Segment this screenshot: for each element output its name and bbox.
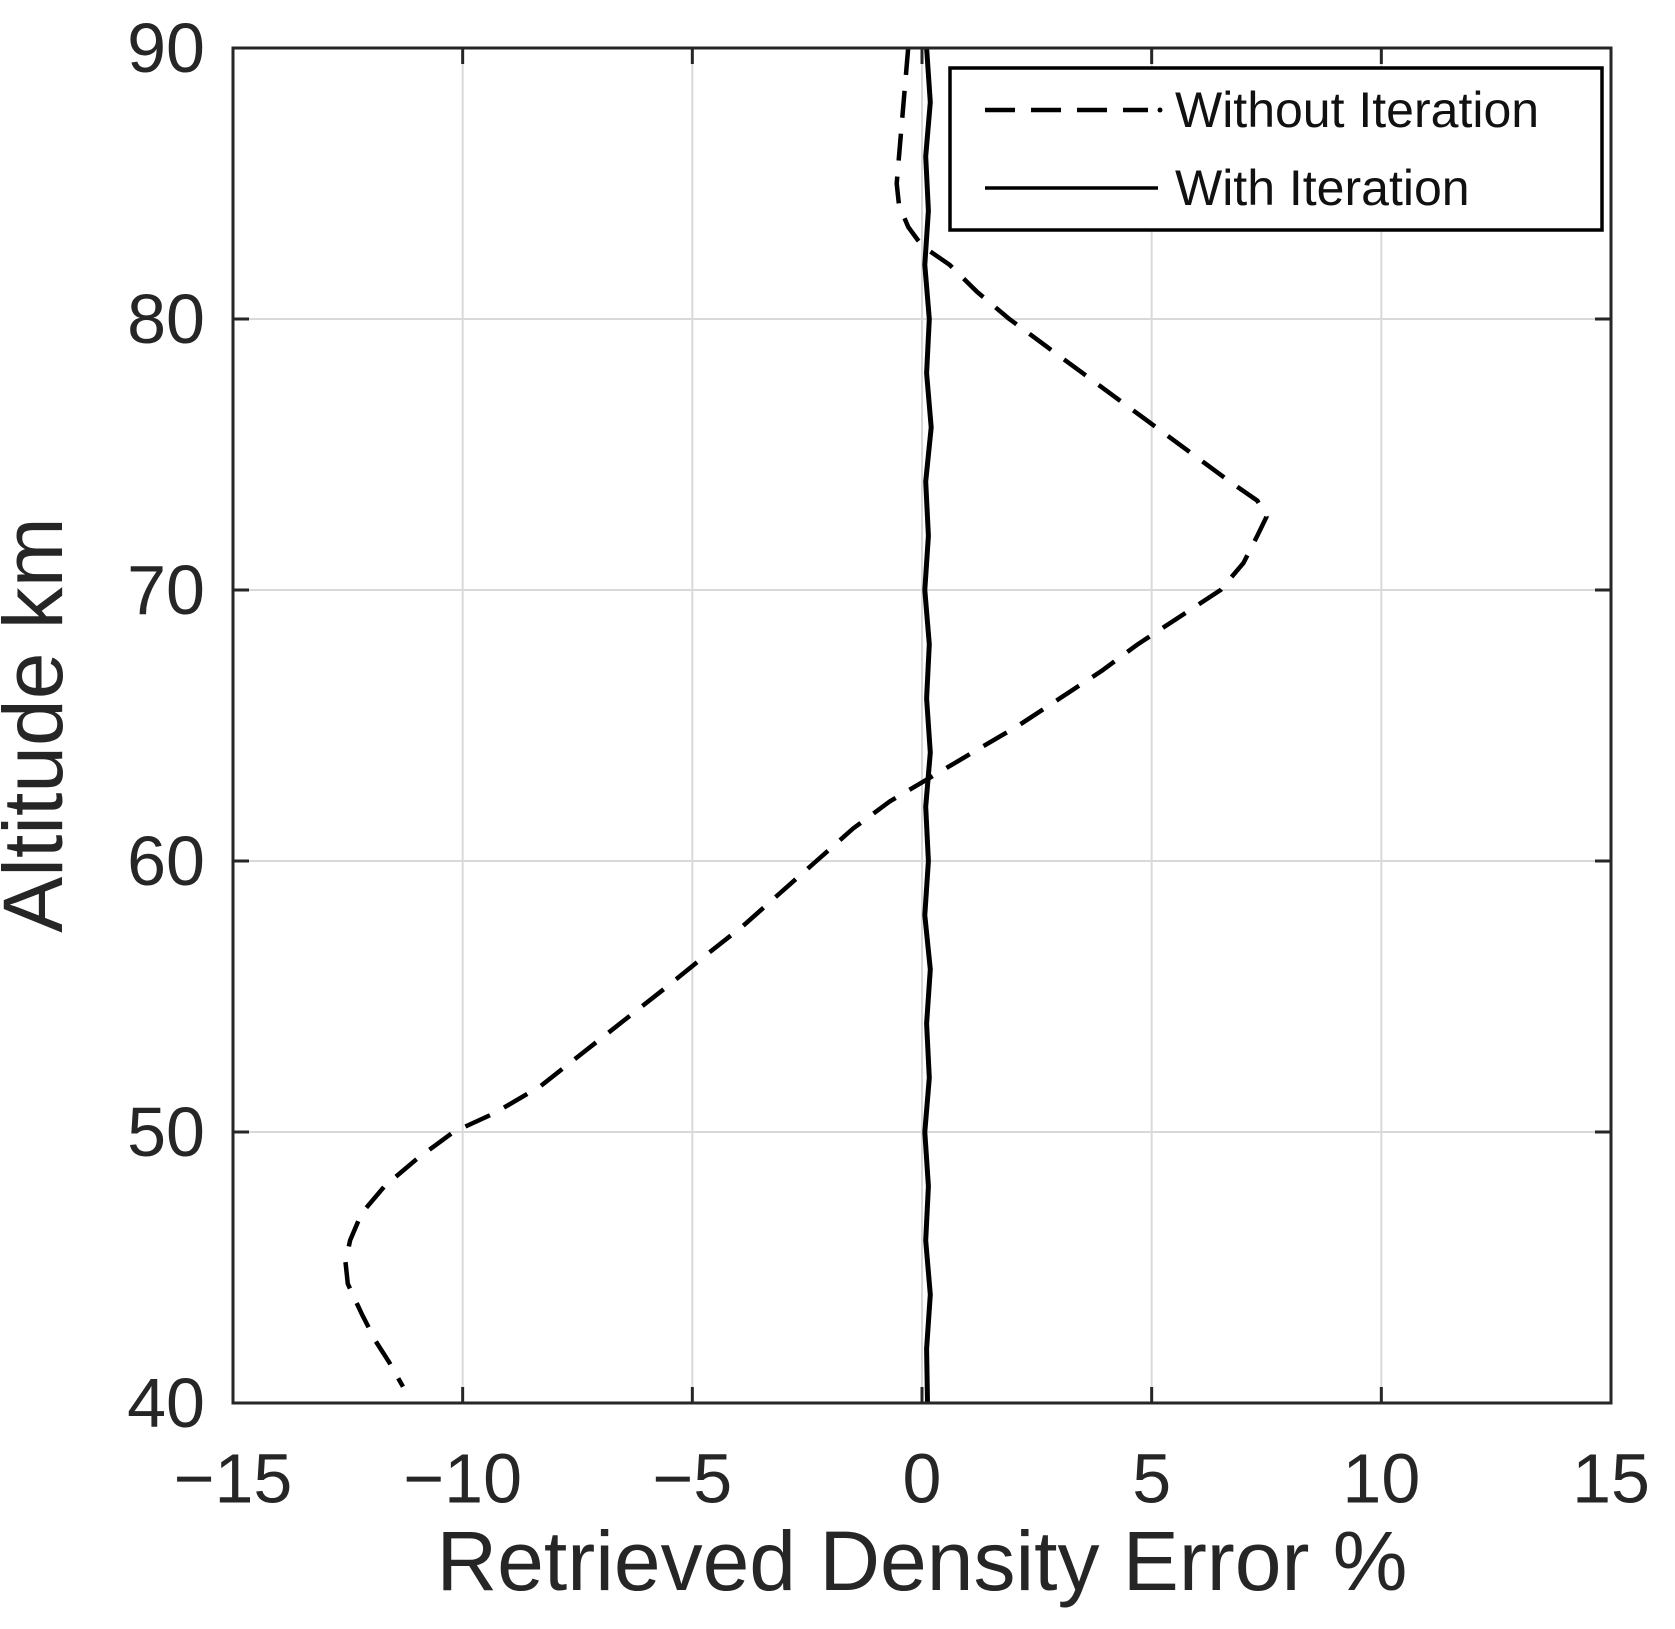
legend-label-with-iteration: With Iteration: [1175, 160, 1470, 216]
legend: Without Iteration With Iteration: [948, 66, 1604, 232]
y-tick-label: 70: [127, 551, 205, 629]
x-tick-label: 5: [1132, 1439, 1171, 1517]
x-tick-labels: −15 −10 −5 0 5 10 15: [174, 1439, 1650, 1517]
x-tick-label: −10: [403, 1439, 522, 1517]
y-tick-label: 60: [127, 822, 205, 900]
legend-box: [948, 66, 1604, 232]
with-iteration-line: [922, 47, 934, 1404]
x-tick-label: 0: [903, 1439, 942, 1517]
tick-layer: [231, 46, 1613, 1405]
y-tick-labels: 40 50 60 70 80 90: [127, 9, 205, 1442]
grid-layer: [233, 48, 1611, 1403]
legend-dashed-line-dot: [1157, 107, 1163, 113]
y-tick-label: 80: [127, 280, 205, 358]
x-axis-label: Retrieved Density Error %: [437, 1514, 1408, 1608]
y-tick-label: 40: [127, 1364, 205, 1442]
legend-label-without-iteration: Without Iteration: [1175, 82, 1539, 138]
x-tick-label: −15: [174, 1439, 293, 1517]
x-tick-label: 15: [1572, 1439, 1650, 1517]
x-tick-label: −5: [652, 1439, 732, 1517]
y-tick-label: 50: [127, 1093, 205, 1171]
y-axis-label: Altitude km: [0, 517, 80, 933]
y-tick-label: 90: [127, 9, 205, 87]
without-iteration-line: [343, 47, 1269, 1388]
x-tick-label: 10: [1342, 1439, 1420, 1517]
